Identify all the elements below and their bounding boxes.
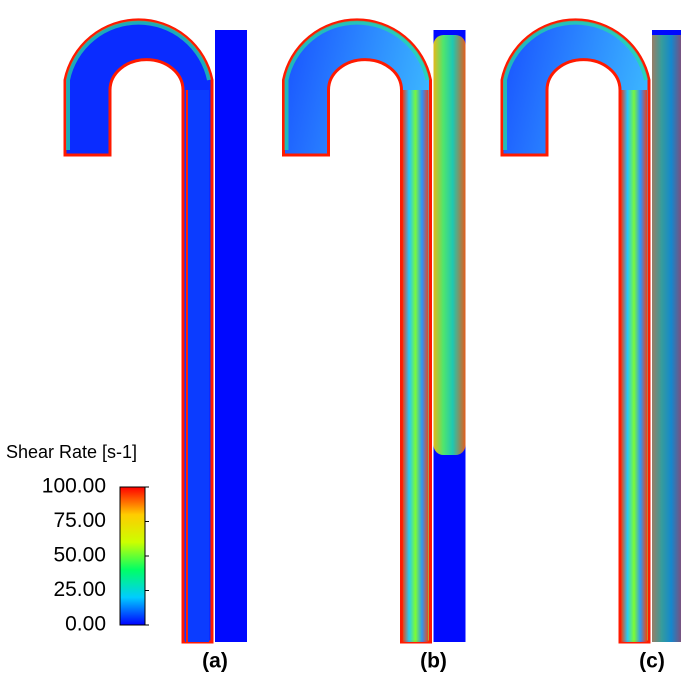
side-column-flow — [652, 35, 681, 642]
panel-label: (a) — [202, 650, 228, 673]
colorbar — [119, 486, 146, 626]
pipe-panel: (a) — [63, 18, 247, 673]
hook-wall-glow — [503, 20, 648, 150]
colorbar-tick-label: 100.00 — [42, 475, 106, 498]
pipe-panel: (b) — [282, 18, 466, 673]
colorbar-tick-label: 75.00 — [53, 509, 106, 532]
pipe-flow — [185, 90, 209, 642]
panels: (a) (b) (c) — [63, 18, 681, 673]
pipe-flow — [621, 90, 647, 642]
colorbar-title: Shear Rate [s-1] — [6, 442, 137, 462]
colorbar-tick-label: 0.00 — [65, 613, 106, 636]
pipe-panel: (c) — [500, 18, 681, 673]
hook-wall-glow — [284, 20, 430, 150]
pipe-flow — [402, 90, 429, 642]
panel-label: (c) — [639, 650, 665, 673]
hook-wall-glow — [66, 20, 211, 150]
side-column-flow — [433, 35, 466, 455]
colorbar-tick-label: 25.00 — [53, 578, 106, 601]
side-column — [215, 30, 247, 642]
colorbar-tick-label: 50.00 — [53, 544, 106, 567]
panel-label: (b) — [420, 650, 447, 673]
